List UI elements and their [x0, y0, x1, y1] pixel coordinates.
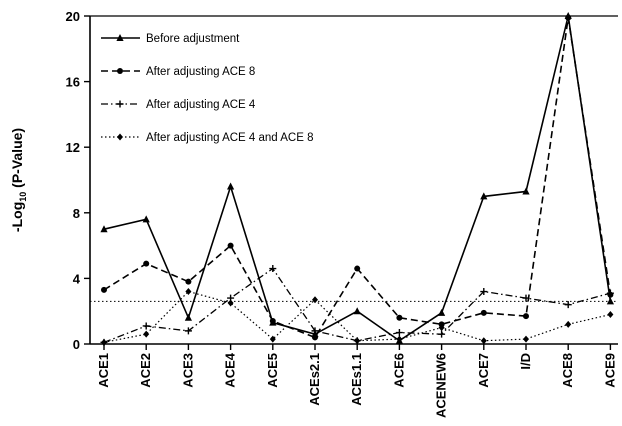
y-tick-label: 16 [66, 75, 80, 90]
data-point [269, 335, 276, 343]
x-tick-label: ACEs2.1 [307, 353, 322, 406]
data-point [185, 278, 192, 285]
data-point [185, 288, 192, 296]
legend-label: After adjusting ACE 4 [146, 99, 256, 111]
data-point [522, 187, 530, 195]
data-point [227, 182, 235, 190]
data-point [101, 286, 107, 293]
x-tick-label: I/D [518, 353, 533, 370]
y-tick-label: 0 [73, 337, 80, 352]
data-point [480, 192, 488, 200]
data-point [142, 215, 150, 223]
legend-label: After adjusting ACE 8 [146, 66, 255, 78]
y-tick-label: 8 [73, 206, 80, 221]
x-tick-label: ACE2 [138, 353, 153, 388]
data-point [565, 14, 572, 21]
data-point [312, 296, 318, 304]
data-point [522, 294, 530, 302]
data-point [438, 324, 445, 332]
data-point [227, 242, 234, 249]
x-tick-label: ACENEW6 [434, 353, 449, 418]
data-point [353, 307, 361, 315]
axes [89, 15, 618, 345]
data-point [311, 327, 319, 335]
x-tick-label: ACE3 [180, 353, 195, 388]
data-point [269, 265, 277, 273]
legend: Before adjustment After adjusting ACE 8 Af… [101, 33, 314, 144]
data-point [480, 288, 488, 296]
series-group [100, 12, 614, 346]
x-tick-label: ACE9 [602, 353, 617, 388]
x-tick-label: ACE5 [265, 353, 280, 388]
data-point [438, 330, 446, 338]
data-point [227, 299, 234, 307]
x-tick-label: ACE6 [391, 353, 406, 388]
x-tick-label: ACE1 [96, 353, 111, 388]
data-point [101, 338, 107, 346]
data-point [438, 308, 446, 316]
legend-label: Before adjustment [146, 33, 240, 45]
series-4 [101, 288, 614, 346]
x-tick-label: ACE7 [476, 353, 491, 388]
y-axis-label-subscript: 10 [18, 192, 28, 202]
data-point [354, 265, 361, 272]
data-point [523, 313, 529, 320]
y-ticks: 0 4 8 12 16 20 [66, 9, 90, 352]
data-point [143, 330, 150, 338]
data-point [396, 314, 403, 321]
data-point [100, 225, 108, 233]
x-tick-label: ACE4 [223, 352, 238, 387]
series-line [103, 15, 612, 342]
x-tick-label: ACEs1.1 [349, 353, 364, 406]
data-point [606, 289, 614, 297]
data-point [606, 297, 614, 305]
data-point [395, 329, 403, 337]
legend-marker [117, 133, 123, 141]
data-point [607, 310, 614, 318]
data-point [480, 309, 487, 316]
data-point [312, 334, 318, 341]
data-point [523, 335, 529, 343]
x-tick-label: ACE8 [560, 353, 575, 388]
data-point [143, 260, 150, 267]
data-point [184, 327, 192, 335]
x-ticks: ACE1 ACE2 ACE3 ACE4 ACE5 ACEs2.1 ACEs1.1 ACE6 AC… [96, 344, 617, 418]
legend-marker [116, 100, 124, 108]
y-tick-label: 4 [73, 271, 81, 286]
legend-marker [117, 68, 123, 74]
series-1 [100, 12, 614, 344]
data-point [564, 301, 572, 309]
data-point [396, 335, 403, 343]
data-point [269, 318, 276, 325]
y-axis-label: -Log10 (P-Value) [9, 128, 28, 232]
data-point [142, 322, 150, 330]
legend-marker [116, 34, 124, 41]
y-tick-label: 12 [66, 140, 80, 155]
data-point [565, 320, 572, 328]
y-tick-label: 20 [66, 9, 80, 24]
data-point [184, 313, 192, 321]
series-line [103, 267, 611, 343]
data-point [480, 337, 487, 345]
legend-label: After adjusting ACE 4 and ACE 8 [146, 132, 314, 144]
data-point [354, 337, 361, 345]
